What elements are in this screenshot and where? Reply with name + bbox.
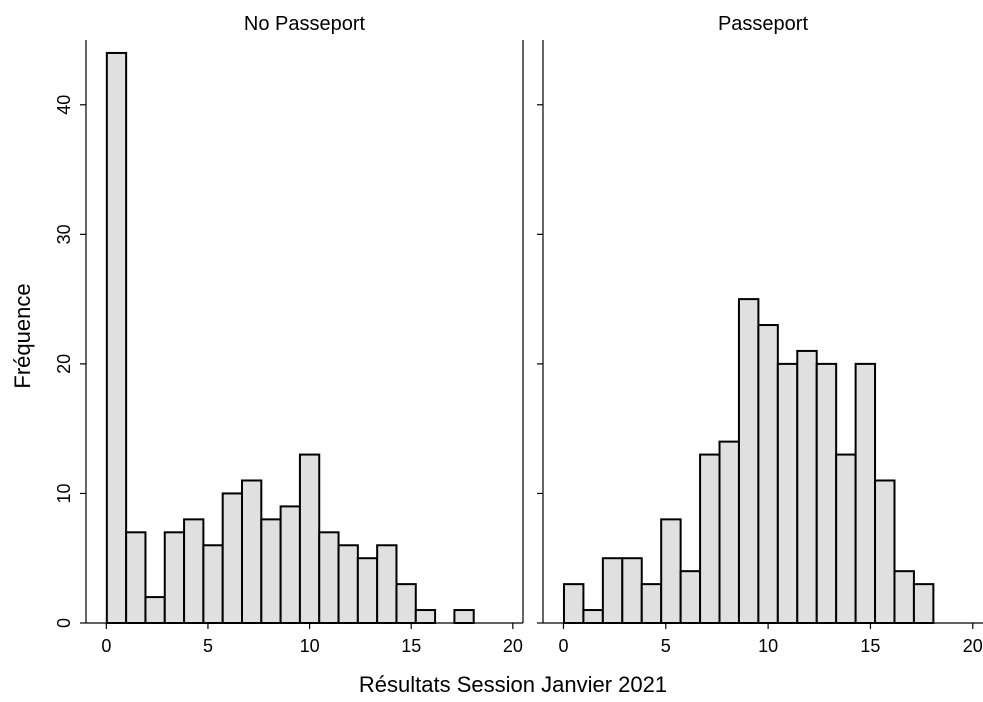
histogram-bar xyxy=(893,570,915,625)
histogram-bar xyxy=(912,583,935,625)
y-tick-label: 40 xyxy=(54,95,74,115)
histogram-bar xyxy=(699,453,721,625)
histogram-bar xyxy=(183,518,205,624)
histogram-bar xyxy=(718,440,740,624)
histogram-bar xyxy=(737,298,760,624)
x-tick-label: 0 xyxy=(558,636,568,656)
histogram-bar xyxy=(125,531,147,624)
histogram-bar xyxy=(601,557,624,625)
y-tick-label: 10 xyxy=(54,483,74,503)
x-tick-label: 0 xyxy=(101,636,111,656)
histogram-bar xyxy=(854,362,877,624)
histogram-bar xyxy=(679,570,702,625)
y-axis-title: Fréquence xyxy=(10,283,35,388)
histogram-bar xyxy=(453,609,475,624)
histogram-bar xyxy=(660,518,682,624)
histogram-bar xyxy=(337,544,359,624)
x-tick-label: 5 xyxy=(203,636,213,656)
panel-passeport: Passeport 0 5 10 15 20 xyxy=(537,13,983,656)
y-tick-label: 20 xyxy=(54,354,74,374)
histogram-bar xyxy=(640,583,663,625)
histogram-bar xyxy=(298,453,321,625)
histogram-bar xyxy=(202,544,224,624)
histogram-bar xyxy=(621,557,643,625)
histogram-bar xyxy=(582,609,604,624)
histogram-bar xyxy=(105,51,128,624)
histogram-bar xyxy=(356,557,379,625)
histogram-bar xyxy=(221,492,243,625)
x-tick-label: 20 xyxy=(503,636,523,656)
x-tick-label: 20 xyxy=(963,636,983,656)
histogram-bar xyxy=(144,596,166,624)
histogram-bar xyxy=(874,479,896,624)
histogram-bar xyxy=(757,324,779,624)
histogram-bar xyxy=(163,531,186,624)
y-tick-label: 30 xyxy=(54,224,74,244)
x-tick-label: 10 xyxy=(300,636,320,656)
histogram-bar xyxy=(414,609,437,624)
panel-title: No Passeport xyxy=(244,13,366,35)
histogram-bar xyxy=(776,362,799,624)
histogram-bar xyxy=(260,518,282,624)
panel-no-passeport: No Passeport 0 5 10 15 20 0 10 20 30 40 xyxy=(54,13,524,656)
histogram-bar xyxy=(815,362,838,624)
x-tick-label: 15 xyxy=(401,636,421,656)
histogram-bar xyxy=(318,531,340,624)
histogram-bar xyxy=(279,505,301,624)
panel-title: Passeport xyxy=(718,13,808,35)
histogram-bar xyxy=(796,349,818,624)
x-tick-label: 5 xyxy=(661,636,671,656)
y-tick-label: 0 xyxy=(54,618,74,628)
histogram-bar xyxy=(240,479,263,624)
histogram-bar xyxy=(376,544,398,624)
x-tick-label: 10 xyxy=(758,636,778,656)
histogram-bar xyxy=(395,583,417,625)
x-axis-title: Résultats Session Janvier 2021 xyxy=(359,672,667,697)
histogram-bar xyxy=(562,583,585,625)
histogram-bar xyxy=(835,453,857,625)
x-tick-label: 15 xyxy=(860,636,880,656)
